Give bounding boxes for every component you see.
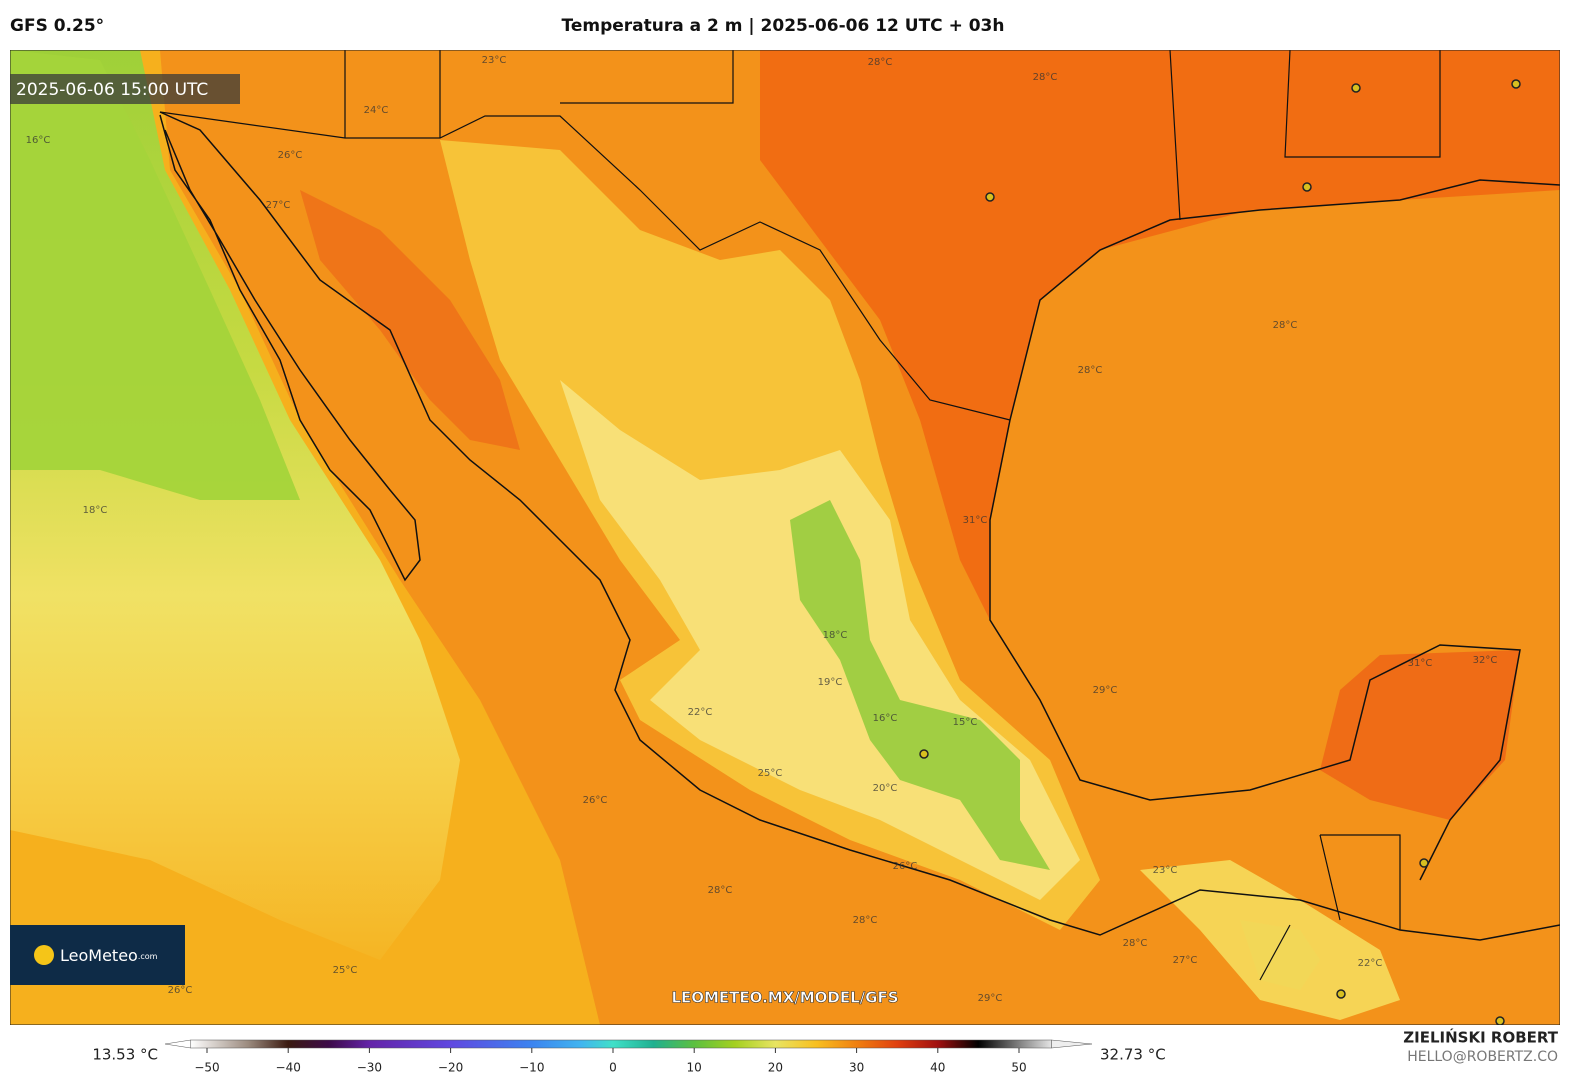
- colorbar-max: 32.73 °C: [1100, 1046, 1166, 1064]
- colorbar-arrow-right: [1051, 1039, 1093, 1049]
- colorbar-tick-label: 50: [1011, 1061, 1026, 1075]
- contour-label: 27°C: [266, 200, 291, 211]
- city-marker: [1495, 1016, 1505, 1025]
- contour-label: 20°C: [873, 783, 898, 794]
- contour-label: 19°C: [818, 677, 843, 688]
- contour-label: 28°C: [708, 885, 733, 896]
- contour-label: 23°C: [1153, 865, 1178, 876]
- contour-label: 28°C: [1123, 938, 1148, 949]
- contour-label: 22°C: [1358, 958, 1383, 969]
- email: HELLO@ROBERTZ.CO: [1407, 1049, 1558, 1065]
- colorbar-min: 13.53 °C: [92, 1046, 158, 1064]
- colorbar-tick-label: 10: [687, 1061, 702, 1075]
- contour-label: 22°C: [688, 707, 713, 718]
- contour-label: 26°C: [893, 861, 918, 872]
- contour-label: 18°C: [83, 505, 108, 516]
- contour-label: 16°C: [26, 135, 51, 146]
- contour-label: 29°C: [1093, 685, 1118, 696]
- hot-sonora: [300, 190, 520, 450]
- contour-label: 23°C: [482, 55, 507, 66]
- contour-label: 28°C: [1078, 365, 1103, 376]
- colorbar-tick-label: 20: [768, 1061, 783, 1075]
- author: ZIELIŃSKI ROBERT: [1403, 1028, 1558, 1047]
- hot-texas: [760, 50, 1560, 620]
- colorbar-tick-label: 0: [609, 1061, 617, 1075]
- logo-text: LeoMeteo.com: [60, 946, 158, 965]
- contour-label: 27°C: [1173, 955, 1198, 966]
- colorbar-tick-label: 30: [849, 1061, 864, 1075]
- logo-sun: [34, 945, 54, 965]
- contour-label: 32°C: [1473, 655, 1498, 666]
- colorbar-tick-label: −50: [194, 1061, 219, 1075]
- contour-label: 24°C: [364, 105, 389, 116]
- colorbar-tick-label: −40: [276, 1061, 301, 1075]
- contour-label: 29°C: [978, 993, 1003, 1004]
- hot-yucatan: [1320, 650, 1520, 820]
- model-name: GFS 0.25°: [10, 16, 104, 36]
- colorbar-arrow-left: [164, 1039, 192, 1049]
- border: [344, 50, 1441, 981]
- overlay: 2025-06-06 15:00 UTC LeoMeteo.com LEOMETEO…: [10, 74, 1559, 1075]
- contour-label: 31°C: [963, 515, 988, 526]
- coastline: [159, 114, 421, 582]
- map-title: Temperatura a 2 m | 2025-06-06 12 UTC + …: [562, 16, 1005, 36]
- city-marker: [1511, 79, 1521, 89]
- city-marker: [1336, 989, 1346, 999]
- contour-label: 28°C: [1033, 72, 1058, 83]
- city-marker: [1302, 182, 1312, 192]
- watermark: LEOMETEO.MX/MODEL/GFS: [671, 989, 898, 1007]
- timestamp: 2025-06-06 15:00 UTC: [16, 80, 208, 100]
- contour-label: 26°C: [168, 985, 193, 996]
- map: 28°C 28°C 23°C 24°C 26°C 27°C 16°C 18°C 28°C 28°C…: [10, 50, 1560, 1025]
- contour-label: 16°C: [873, 713, 898, 724]
- colorbar-tick-label: −10: [519, 1061, 544, 1075]
- logo-suffix: .com: [138, 952, 158, 961]
- city-marker: [919, 749, 929, 759]
- ocean-green: [10, 50, 300, 500]
- colorbar: [190, 1039, 1052, 1049]
- contour-label: 26°C: [278, 150, 303, 161]
- contour-label: 15°C: [953, 717, 978, 728]
- contour-label: 25°C: [333, 965, 358, 976]
- colorbar-tick-label: −20: [438, 1061, 463, 1075]
- timestamp-box: [10, 74, 240, 104]
- coastline: [159, 111, 1560, 941]
- contour-label: 26°C: [583, 795, 608, 806]
- highland-green: [790, 500, 1050, 870]
- city-marker: [1419, 858, 1429, 868]
- contour-label: 28°C: [1273, 320, 1298, 331]
- contour-label: 28°C: [868, 57, 893, 68]
- contour-label: 28°C: [853, 915, 878, 926]
- coastline: [989, 179, 1560, 881]
- border: [159, 111, 1011, 421]
- guatemala-yellow: [1140, 860, 1400, 1020]
- contour-label: 31°C: [1408, 658, 1433, 669]
- city-marker: [985, 192, 995, 202]
- colorbar-tick-label: 40: [930, 1061, 945, 1075]
- contour-label: 25°C: [758, 768, 783, 779]
- colorbar-tick-label: −30: [357, 1061, 382, 1075]
- logo-name: LeoMeteo: [60, 946, 138, 965]
- contour-label: 18°C: [823, 630, 848, 641]
- city-marker: [1351, 83, 1361, 93]
